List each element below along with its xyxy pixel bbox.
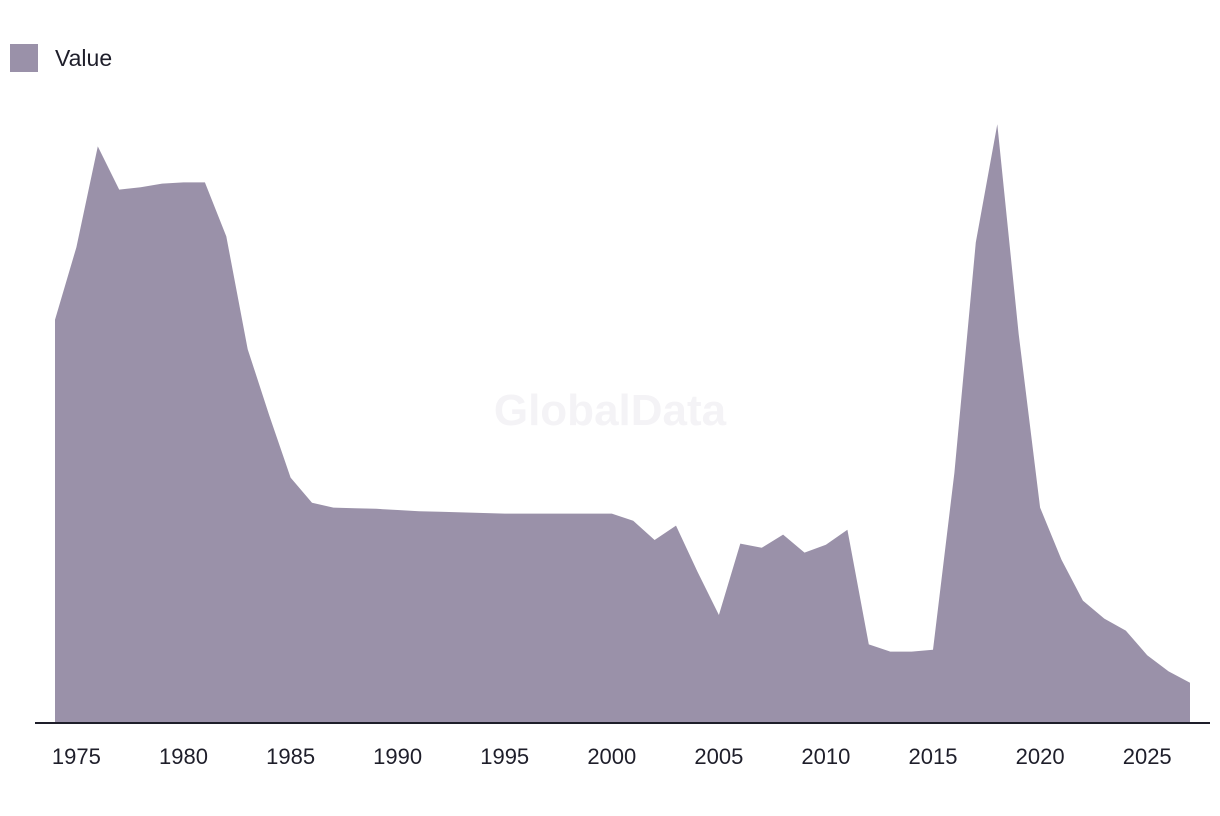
x-tick-label: 1980 (159, 744, 208, 769)
x-tick-label: 1975 (52, 744, 101, 769)
x-tick-label: 1995 (480, 744, 529, 769)
x-tick-label: 1990 (373, 744, 422, 769)
x-tick-label: 2005 (694, 744, 743, 769)
area-layer (55, 124, 1190, 723)
x-tick-label: 2020 (1016, 744, 1065, 769)
legend: Value (10, 44, 112, 72)
x-tick-label: 1985 (266, 744, 315, 769)
x-tick-label: 2015 (909, 744, 958, 769)
x-tick-label: 2025 (1123, 744, 1172, 769)
x-tick-label: 2000 (587, 744, 636, 769)
legend-label: Value (55, 44, 113, 71)
x-tick-labels: 1975 1980 1985 1990 1995 2000 2005 2010 2015 2020… (52, 744, 1172, 769)
legend-swatch (10, 44, 38, 72)
series-area-value (55, 124, 1190, 723)
x-tick-label: 2010 (801, 744, 850, 769)
watermark: GlobalData (494, 386, 727, 435)
